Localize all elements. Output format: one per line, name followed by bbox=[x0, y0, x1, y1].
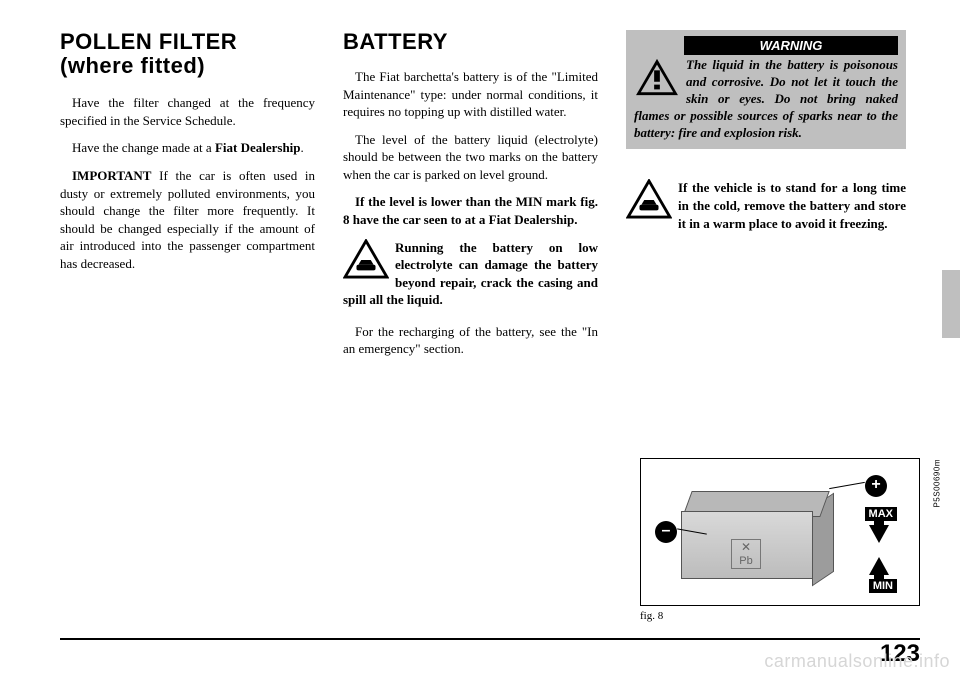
p-pollen-2: Have the change made at a Fiat Dealershi… bbox=[60, 139, 315, 157]
figure-8-wrap: P5S00690m Pb + – MAX MIN fig. 8 bbox=[640, 458, 920, 622]
arrow-up-icon bbox=[869, 557, 889, 575]
column-pollen-filter: POLLEN FILTER (where fitted) Have the fi… bbox=[60, 30, 315, 368]
p-battery-1: The Fiat barchetta's battery is of the "… bbox=[343, 68, 598, 121]
pb-symbol: Pb bbox=[731, 539, 761, 569]
text: If the car is often used in dusty or ext… bbox=[60, 168, 315, 271]
heading-battery: BATTERY bbox=[343, 30, 598, 54]
p-battery-4: For the recharging of the battery, see t… bbox=[343, 323, 598, 358]
p-battery-3: If the level is lower than the MIN mark … bbox=[343, 193, 598, 228]
p-pollen-3: IMPORTANT If the car is often used in du… bbox=[60, 167, 315, 272]
figure-caption: fig. 8 bbox=[640, 610, 920, 622]
text-bold: IMPORTANT bbox=[72, 168, 151, 183]
warning-header: WARNING bbox=[684, 36, 898, 55]
figure-8: P5S00690m Pb + – MAX MIN bbox=[640, 458, 920, 606]
terminal-minus: – bbox=[655, 521, 677, 543]
notice-cold-storage: If the vehicle is to stand for a long ti… bbox=[626, 179, 906, 232]
text: Have the change made at a bbox=[72, 140, 215, 155]
warning-triangle-icon bbox=[634, 57, 680, 97]
columns: POLLEN FILTER (where fitted) Have the fi… bbox=[60, 30, 920, 368]
figure-code: P5S00690m bbox=[933, 459, 942, 508]
text-bold: Fiat Dealership bbox=[215, 140, 301, 155]
caution-car-icon bbox=[343, 239, 389, 279]
warning-box: WARNING The liquid in the battery is poi… bbox=[626, 30, 906, 149]
p-battery-2: The level of the battery liquid (electro… bbox=[343, 131, 598, 184]
arrow-down-icon bbox=[869, 525, 889, 543]
page: POLLEN FILTER (where fitted) Have the fi… bbox=[0, 0, 960, 676]
label-min: MIN bbox=[869, 579, 897, 593]
column-warnings: WARNING The liquid in the battery is poi… bbox=[626, 30, 906, 368]
caution-car-icon bbox=[626, 179, 672, 219]
text: . bbox=[301, 140, 304, 155]
footer-rule bbox=[60, 638, 920, 640]
notice-low-electrolyte: Running the battery on low electrolyte c… bbox=[343, 239, 598, 309]
heading-pollen-filter: POLLEN FILTER (where fitted) bbox=[60, 30, 315, 78]
watermark: carmanualsonline.info bbox=[764, 651, 950, 672]
battery-illustration: Pb bbox=[681, 491, 831, 583]
p-pollen-1: Have the filter changed at the frequency… bbox=[60, 94, 315, 129]
side-tab bbox=[942, 270, 960, 338]
terminal-plus: + bbox=[865, 475, 887, 497]
column-battery: BATTERY The Fiat barchetta's battery is … bbox=[343, 30, 598, 368]
